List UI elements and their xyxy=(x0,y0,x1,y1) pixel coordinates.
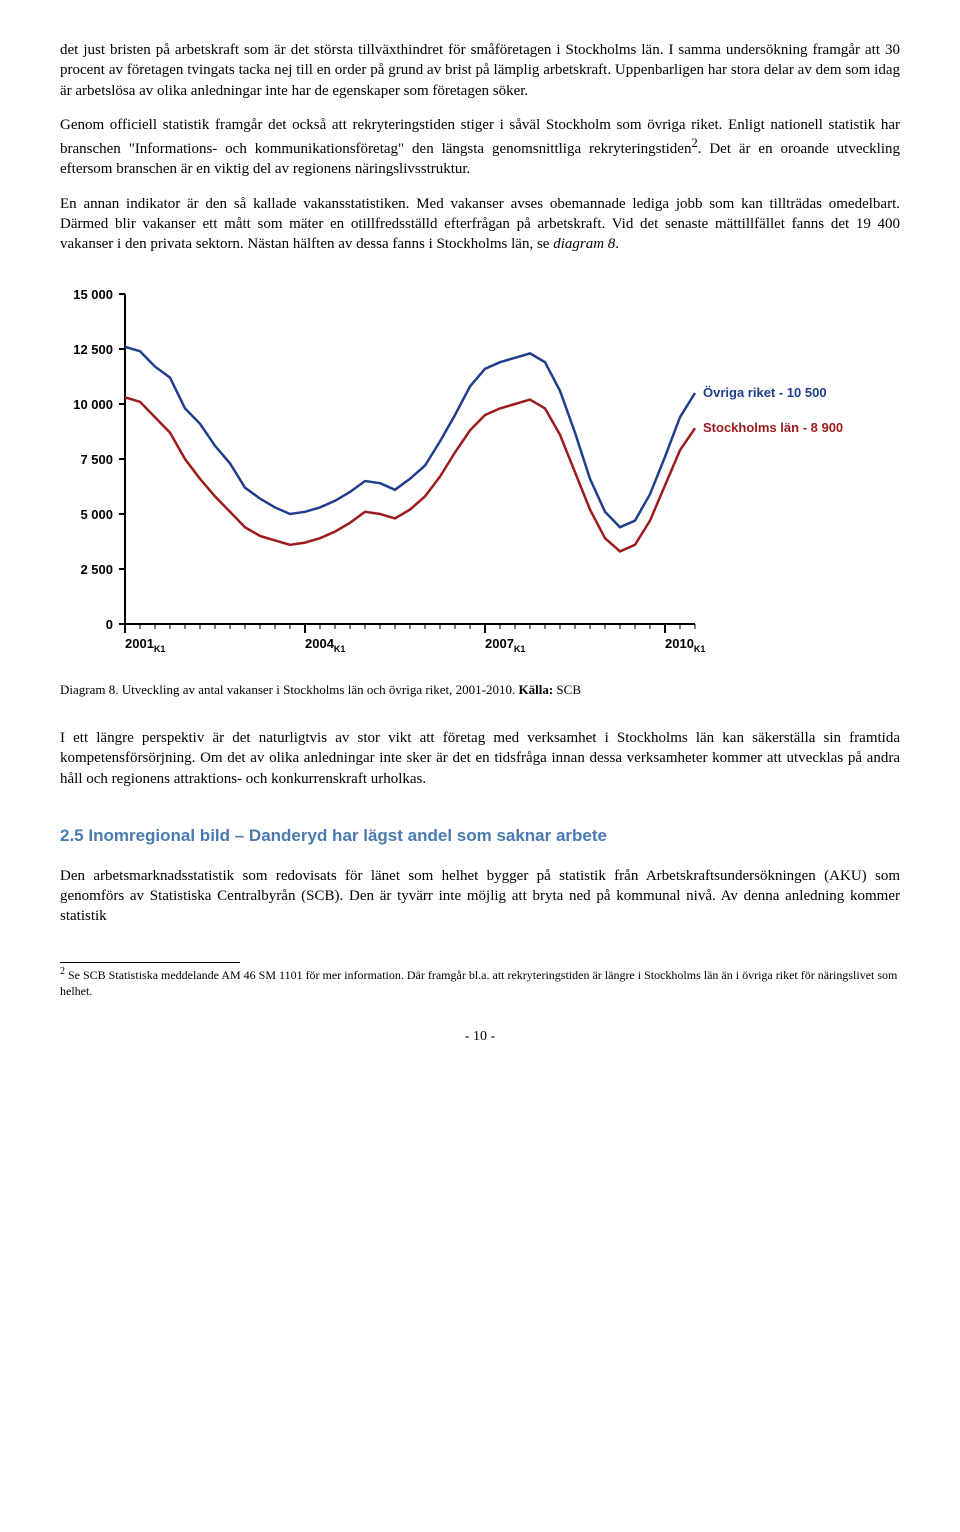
svg-text:10 000: 10 000 xyxy=(73,397,113,412)
footnote-text: Se SCB Statistiska meddelande AM 46 SM 1… xyxy=(60,968,897,998)
chart-caption: Diagram 8. Utveckling av antal vakanser … xyxy=(60,681,900,699)
p3-part-a: En annan indikator är den så kallade vak… xyxy=(60,196,900,253)
body-paragraph-2: Genom officiell statistik framgår det oc… xyxy=(60,115,900,180)
svg-text:0: 0 xyxy=(106,617,113,632)
page-number: - 10 - xyxy=(60,1028,900,1047)
vacancy-chart: 0 2 500 5 000 7 500 10 000 12 500 15 000 2001K1… xyxy=(60,284,880,670)
svg-text:Övriga riket - 10 500: Övriga riket - 10 500 xyxy=(703,385,827,400)
body-paragraph-3: En annan indikator är den så kallade vak… xyxy=(60,194,900,255)
body-paragraph-1: det just bristen på arbetskraft som är d… xyxy=(60,40,900,101)
svg-text:5 000: 5 000 xyxy=(80,507,113,522)
svg-text:2 500: 2 500 xyxy=(80,562,113,577)
chart-svg: 0 2 500 5 000 7 500 10 000 12 500 15 000 2001K1… xyxy=(60,284,880,664)
svg-text:2007K1: 2007K1 xyxy=(485,636,525,654)
footnote-separator xyxy=(60,962,240,963)
caption-source: SCB xyxy=(553,682,581,697)
svg-text:2001K1: 2001K1 xyxy=(125,636,165,654)
body-paragraph-5: Den arbetsmarknadsstatistik som redovisa… xyxy=(60,866,900,927)
caption-text: Diagram 8. Utveckling av antal vakanser … xyxy=(60,682,519,697)
svg-text:2004K1: 2004K1 xyxy=(305,636,345,654)
footnote: 2 Se SCB Statistiska meddelande AM 46 SM… xyxy=(60,965,900,999)
svg-text:12 500: 12 500 xyxy=(73,342,113,357)
p3-italic: diagram 8 xyxy=(553,236,615,252)
svg-text:2010K1: 2010K1 xyxy=(665,636,705,654)
svg-text:7 500: 7 500 xyxy=(80,452,113,467)
body-paragraph-4: I ett längre perspektiv är det naturligt… xyxy=(60,728,900,789)
caption-source-label: Källa: xyxy=(519,682,554,697)
section-heading: 2.5 Inomregional bild – Danderyd har läg… xyxy=(60,825,900,848)
svg-text:15 000: 15 000 xyxy=(73,287,113,302)
svg-text:Stockholms län - 8 900: Stockholms län - 8 900 xyxy=(703,420,843,435)
p3-end: . xyxy=(615,236,619,252)
